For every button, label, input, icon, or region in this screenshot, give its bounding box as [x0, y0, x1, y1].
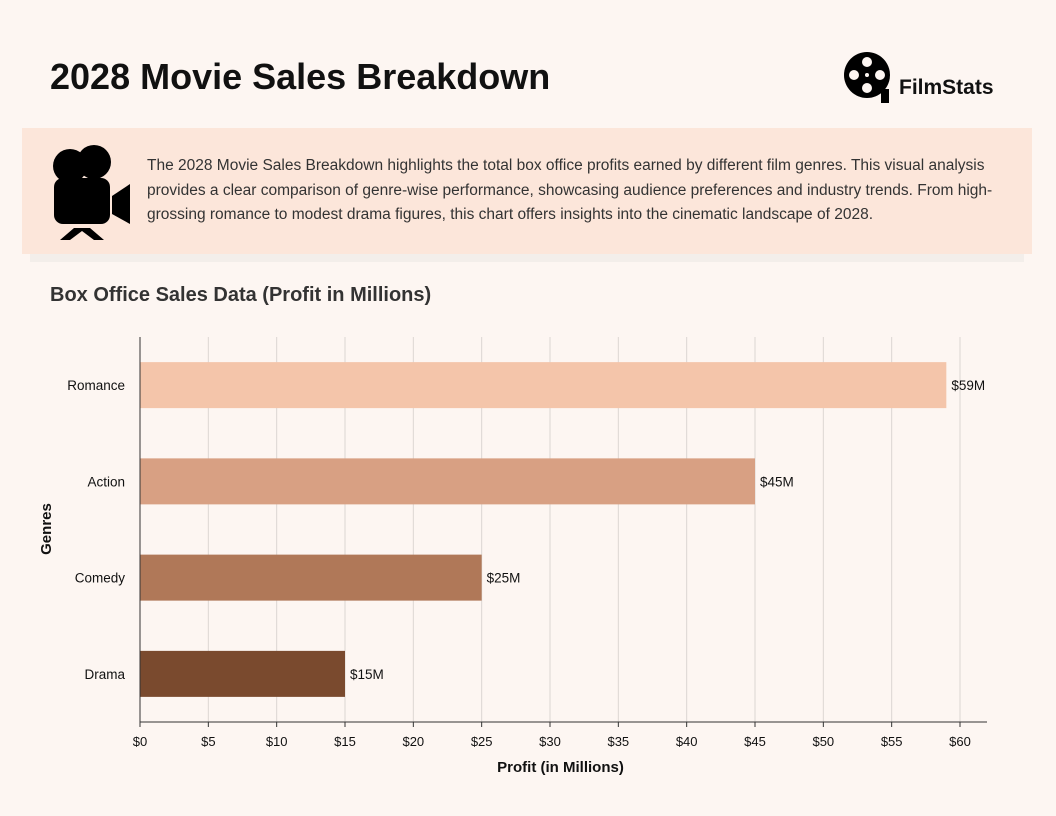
data-label: $15M — [350, 667, 384, 682]
bar-action — [140, 458, 755, 505]
x-tick-label: $50 — [812, 734, 834, 749]
page-title: 2028 Movie Sales Breakdown — [50, 56, 551, 97]
divider — [30, 254, 1024, 262]
x-tick-label: $60 — [949, 734, 971, 749]
logo: FilmStats — [843, 51, 994, 103]
x-tick-label: $40 — [676, 734, 698, 749]
y-tick-label: Romance — [67, 378, 125, 393]
x-tick-label: $20 — [402, 734, 424, 749]
x-tick-label: $15 — [334, 734, 356, 749]
y-tick-label: Drama — [84, 667, 125, 682]
bar-drama — [140, 650, 345, 697]
logo-text: FilmStats — [899, 76, 994, 99]
x-tick-label: $35 — [607, 734, 629, 749]
data-label: $59M — [951, 378, 985, 393]
bar-comedy — [140, 554, 482, 601]
bar-romance — [140, 362, 947, 409]
data-label: $45M — [760, 474, 794, 489]
x-tick-label: $25 — [471, 734, 493, 749]
description-text: The 2028 Movie Sales Breakdown highlight… — [147, 157, 993, 223]
film-reel-icon — [844, 52, 890, 103]
movie-camera-icon — [53, 145, 130, 240]
x-tick-label: $55 — [881, 734, 903, 749]
x-tick-label: $45 — [744, 734, 766, 749]
x-tick-label: $5 — [201, 734, 215, 749]
x-axis-label: Profit (in Millions) — [497, 759, 624, 776]
y-axis-label: Genres — [38, 503, 55, 555]
description-banner: The 2028 Movie Sales Breakdown highlight… — [22, 128, 1032, 254]
y-tick-label: Comedy — [75, 571, 126, 586]
x-tick-label: $0 — [133, 734, 147, 749]
x-tick-label: $30 — [539, 734, 561, 749]
chart-title: Box Office Sales Data (Profit in Million… — [50, 284, 432, 306]
data-label: $25M — [487, 571, 521, 586]
y-tick-label: Action — [87, 474, 125, 489]
x-tick-label: $10 — [266, 734, 288, 749]
